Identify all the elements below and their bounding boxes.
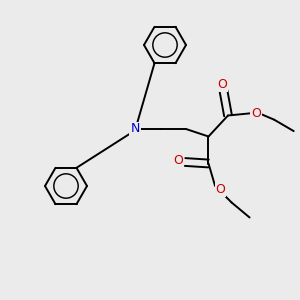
Text: O: O <box>216 183 225 196</box>
Text: N: N <box>130 122 140 136</box>
Text: O: O <box>174 154 183 167</box>
Text: O: O <box>251 106 261 120</box>
Text: O: O <box>217 78 227 91</box>
